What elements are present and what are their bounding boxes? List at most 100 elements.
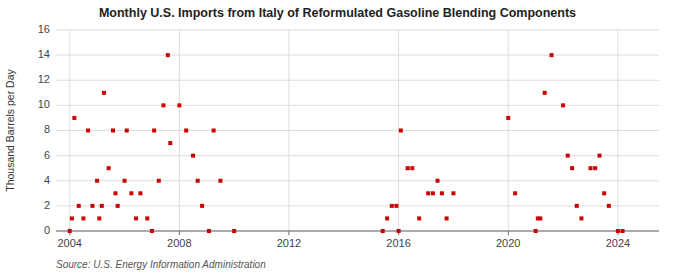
x-tick-label: 2024 xyxy=(606,237,630,249)
point xyxy=(134,216,138,220)
x-tick xyxy=(288,231,289,235)
point xyxy=(616,229,620,233)
y-tick-label: 12 xyxy=(38,73,50,85)
point xyxy=(543,91,547,95)
point xyxy=(593,166,597,170)
axes: 0246810121416200420082012201620202024 xyxy=(38,23,659,249)
point xyxy=(166,53,170,57)
point xyxy=(399,129,403,133)
x-grid-line xyxy=(617,30,618,231)
point xyxy=(621,229,625,233)
point xyxy=(138,191,142,195)
point xyxy=(445,216,449,220)
x-grid-line xyxy=(508,30,509,231)
point xyxy=(598,154,602,158)
point xyxy=(152,129,156,133)
point xyxy=(113,191,117,195)
x-axis-line xyxy=(56,231,659,232)
chart-container: 0246810121416200420082012201620202024Mon… xyxy=(0,0,675,275)
point xyxy=(426,191,430,195)
y-grid-line xyxy=(56,80,659,81)
x-tick-label: 2012 xyxy=(277,237,301,249)
x-grid-line xyxy=(179,30,180,231)
y-grid-line xyxy=(56,55,659,56)
point xyxy=(385,216,389,220)
y-grid-line xyxy=(56,205,659,206)
point xyxy=(95,179,99,183)
point xyxy=(588,166,592,170)
y-tick-label: 10 xyxy=(38,98,50,110)
point xyxy=(97,216,101,220)
title: Monthly U.S. Imports from Italy of Refor… xyxy=(99,6,576,20)
chart: 0246810121416200420082012201620202024Mon… xyxy=(0,0,675,275)
points xyxy=(68,53,625,233)
point xyxy=(77,204,81,208)
point xyxy=(607,204,611,208)
point xyxy=(602,191,606,195)
x-tick-label: 2016 xyxy=(386,237,410,249)
point xyxy=(111,129,115,133)
point xyxy=(102,91,106,95)
y-grid-line xyxy=(56,231,659,232)
x-tick xyxy=(179,231,180,235)
y-axis-label: Thousand Barrels per Day xyxy=(4,68,16,191)
point xyxy=(436,179,440,183)
point xyxy=(417,216,421,220)
point xyxy=(168,141,172,145)
y-tick-label: 0 xyxy=(44,224,50,236)
y-tick-label: 4 xyxy=(44,174,50,186)
point xyxy=(90,204,94,208)
point xyxy=(506,116,510,120)
y-grid-line xyxy=(56,30,659,31)
point xyxy=(123,179,127,183)
x-tick-label: 2004 xyxy=(57,237,81,249)
point xyxy=(410,166,414,170)
point xyxy=(191,154,195,158)
point xyxy=(81,216,85,220)
source-note: Source: U.S. Energy Information Administ… xyxy=(56,259,266,270)
x-tick xyxy=(508,231,509,235)
point xyxy=(534,229,538,233)
grid xyxy=(56,30,659,231)
y-tick-label: 16 xyxy=(38,23,50,35)
point xyxy=(579,216,583,220)
point xyxy=(431,191,435,195)
point xyxy=(150,229,154,233)
point xyxy=(513,191,517,195)
point xyxy=(390,204,394,208)
point xyxy=(145,216,149,220)
point xyxy=(207,229,211,233)
point xyxy=(68,229,72,233)
point xyxy=(157,179,161,183)
point xyxy=(440,191,444,195)
y-grid-line xyxy=(56,105,659,106)
point xyxy=(232,229,236,233)
y-tick-label: 2 xyxy=(44,199,50,211)
y-tick-label: 8 xyxy=(44,123,50,135)
point xyxy=(70,216,74,220)
x-grid-line xyxy=(288,30,289,231)
point xyxy=(116,204,120,208)
point xyxy=(566,154,570,158)
point xyxy=(570,166,574,170)
y-grid-line xyxy=(56,130,659,131)
point xyxy=(177,103,181,107)
x-grid-line xyxy=(69,30,70,231)
point xyxy=(575,204,579,208)
x-tick-label: 2008 xyxy=(167,237,191,249)
point xyxy=(381,229,385,233)
point xyxy=(451,191,455,195)
point xyxy=(538,216,542,220)
point xyxy=(86,129,90,133)
point xyxy=(406,166,410,170)
point xyxy=(72,116,76,120)
point xyxy=(200,204,204,208)
point xyxy=(184,129,188,133)
point xyxy=(107,166,111,170)
point xyxy=(218,179,222,183)
point xyxy=(397,229,401,233)
x-tick-label: 2020 xyxy=(496,237,520,249)
point xyxy=(129,191,133,195)
point xyxy=(394,204,398,208)
point xyxy=(212,129,216,133)
